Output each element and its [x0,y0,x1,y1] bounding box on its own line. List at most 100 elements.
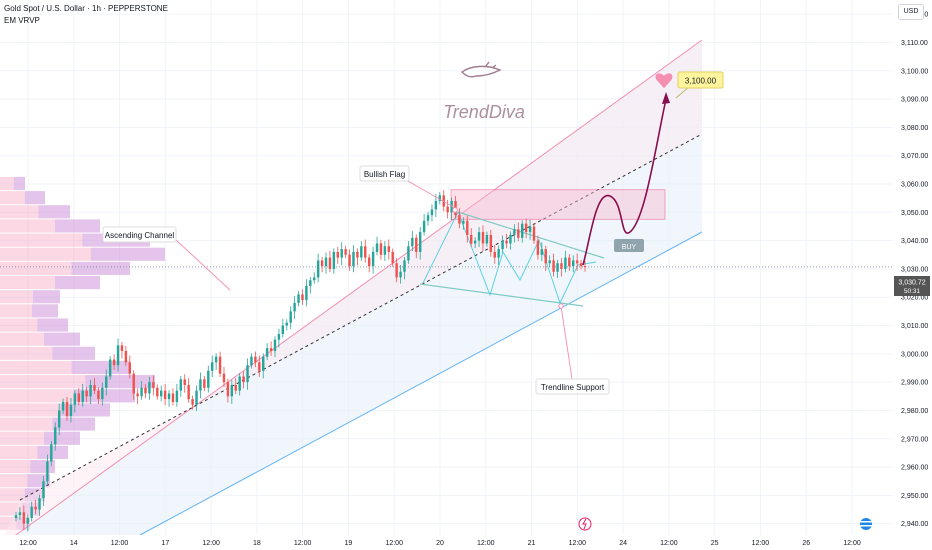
bullish-flag-zone[interactable] [450,189,666,220]
candle-body [108,359,112,377]
candle-body [238,376,241,391]
candle-body [505,240,508,244]
candle-body [336,251,339,258]
candle-body [556,263,559,272]
buy-label[interactable]: BUY [614,239,644,252]
indicator-label[interactable]: EM VRVP [4,16,40,25]
candle-body [352,251,355,267]
watermark-logo: TrendDiva [443,61,525,122]
candle-body [105,376,108,388]
candle-body [422,220,426,233]
candle-body [316,260,320,278]
price-tick-label: 3,010.00 [901,323,928,330]
candle-body [38,498,41,510]
price-tick-label: 2,950.00 [901,493,928,500]
svg-text:Bullish Flag: Bullish Flag [364,170,405,179]
candle-body [477,232,481,241]
target-label[interactable]: 3,100.00 [675,71,724,99]
candle-body [112,359,116,366]
candle-body [234,384,237,391]
candle-body [167,393,171,400]
candle-body [458,215,461,224]
candle-body [379,243,383,255]
flag-country-icon[interactable] [860,518,872,530]
price-tick-label: 3,060.00 [901,181,928,188]
candle-body [360,246,363,258]
candle-body [54,427,57,445]
candle-body [528,226,532,233]
candle-body [332,251,336,269]
projection-path[interactable] [582,98,667,266]
candle-body [128,362,132,374]
candle-body [144,387,147,394]
price-tick-label: 3,030.00 [901,266,928,273]
symbol-title[interactable]: Gold Spot / U.S. Dollar · 1h · PEPPERSTO… [4,4,168,13]
candle-body [313,277,316,281]
candle-body [364,246,367,258]
candle-body [375,243,379,252]
time-tick-label: 12:00 [111,540,129,547]
candle-body [544,249,547,264]
price-tick-label: 3,070.00 [901,153,928,160]
candle-body [42,481,45,499]
svg-text:3,100.00: 3,100.00 [685,77,717,86]
candle-body [579,263,583,267]
candle-body [195,390,198,405]
price-axis[interactable]: 3,120.003,110.003,100.003,090.003,080.00… [893,0,932,550]
trendline-support-line[interactable] [139,231,703,536]
candle-body [324,257,328,267]
candle-body [407,246,410,261]
candle-body [548,260,551,264]
candle-body [520,223,524,238]
candle-body [242,376,245,383]
current-price-tag: 3,030.72 50:31 [894,276,930,296]
candle-body [430,209,434,216]
heart-icon [655,73,673,89]
price-tick-label: 3,000.00 [901,351,928,358]
candle-body [575,260,579,264]
candlesticks [14,190,587,532]
ascending-channel-label[interactable]: Ascending Channel [102,226,177,243]
candle-body [309,280,312,286]
candle-body [493,251,496,258]
trendline-support-label[interactable]: Trendline Support [535,378,610,395]
bullish-flag-label[interactable]: Bullish Flag [359,165,410,182]
candle-body [572,260,575,267]
price-tick-label: 3,020.00 [901,295,928,302]
candle-body [466,220,469,235]
time-axis[interactable]: 12:00 14 12:00 17 12:00 18 12:00 19 12:00 20 12:00… [0,535,932,550]
candle-body [344,249,347,255]
candle-body [524,223,528,233]
candle-body [69,404,73,417]
candle-body [473,240,477,244]
price-tick-label: 3,040.00 [901,238,928,245]
candle-body [250,356,253,366]
candle-body [269,348,273,352]
time-tick-label: 12:00 [752,540,770,547]
candle-body [277,334,281,340]
channel-upper-line[interactable] [0,39,703,547]
candle-body [50,444,53,462]
candle-body [187,384,190,400]
candle-body [116,345,120,366]
flash-icon[interactable] [578,517,592,531]
flag-pattern-lines[interactable] [419,210,605,307]
candle-body [89,384,92,397]
candle-body [61,401,65,411]
currency-button[interactable]: USD [898,4,924,20]
time-tick-label: 12:00 [477,540,495,547]
candle-body [426,215,430,221]
candle-body [246,365,249,383]
candle-body [583,266,587,268]
candle-body [57,410,61,428]
time-tick-label: 26 [802,540,810,547]
candle-body [171,393,175,402]
candle-body [140,387,143,397]
candle-body [191,399,194,405]
candle-body [30,506,33,519]
time-tick-label: 12:00 [202,540,220,547]
svg-text:Ascending Channel: Ascending Channel [105,231,175,240]
candle-body [183,379,186,385]
time-tick-label: 14 [70,540,78,547]
